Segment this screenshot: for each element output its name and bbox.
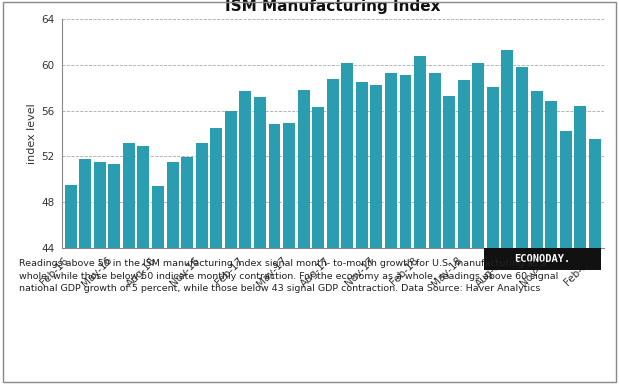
Bar bbox=[530, 91, 542, 384]
Bar bbox=[458, 80, 470, 384]
Bar bbox=[240, 91, 251, 384]
Bar bbox=[516, 67, 528, 384]
Bar bbox=[123, 142, 135, 384]
Bar bbox=[254, 97, 266, 384]
Bar bbox=[501, 50, 513, 384]
Text: Readings above 50 in the ISM manufacturing index signal month- to-month growth f: Readings above 50 in the ISM manufacturi… bbox=[19, 259, 558, 293]
Bar bbox=[210, 128, 222, 384]
Bar bbox=[196, 142, 207, 384]
Bar bbox=[574, 106, 586, 384]
Bar bbox=[269, 124, 280, 384]
Bar bbox=[560, 131, 571, 384]
Text: ECONODAY.: ECONODAY. bbox=[514, 254, 571, 264]
Y-axis label: index level: index level bbox=[27, 103, 37, 164]
Bar bbox=[472, 63, 484, 384]
Bar bbox=[64, 185, 77, 384]
Bar bbox=[589, 139, 601, 384]
Bar bbox=[108, 164, 120, 384]
Title: ISM Manufacturing Index: ISM Manufacturing Index bbox=[225, 0, 441, 14]
Bar bbox=[225, 111, 236, 384]
Bar bbox=[152, 186, 164, 384]
Bar bbox=[167, 162, 178, 384]
Bar bbox=[341, 63, 353, 384]
Bar bbox=[181, 157, 193, 384]
Bar bbox=[79, 159, 91, 384]
Bar bbox=[370, 86, 383, 384]
Bar bbox=[298, 90, 310, 384]
Bar bbox=[545, 101, 557, 384]
Bar bbox=[487, 87, 499, 384]
Bar bbox=[94, 162, 106, 384]
Bar bbox=[283, 123, 295, 384]
Bar bbox=[429, 73, 441, 384]
Bar bbox=[399, 75, 412, 384]
Bar bbox=[312, 107, 324, 384]
Bar bbox=[327, 79, 339, 384]
Bar bbox=[356, 82, 368, 384]
Bar bbox=[443, 96, 455, 384]
Bar bbox=[414, 56, 426, 384]
Bar bbox=[137, 146, 149, 384]
Bar bbox=[385, 73, 397, 384]
